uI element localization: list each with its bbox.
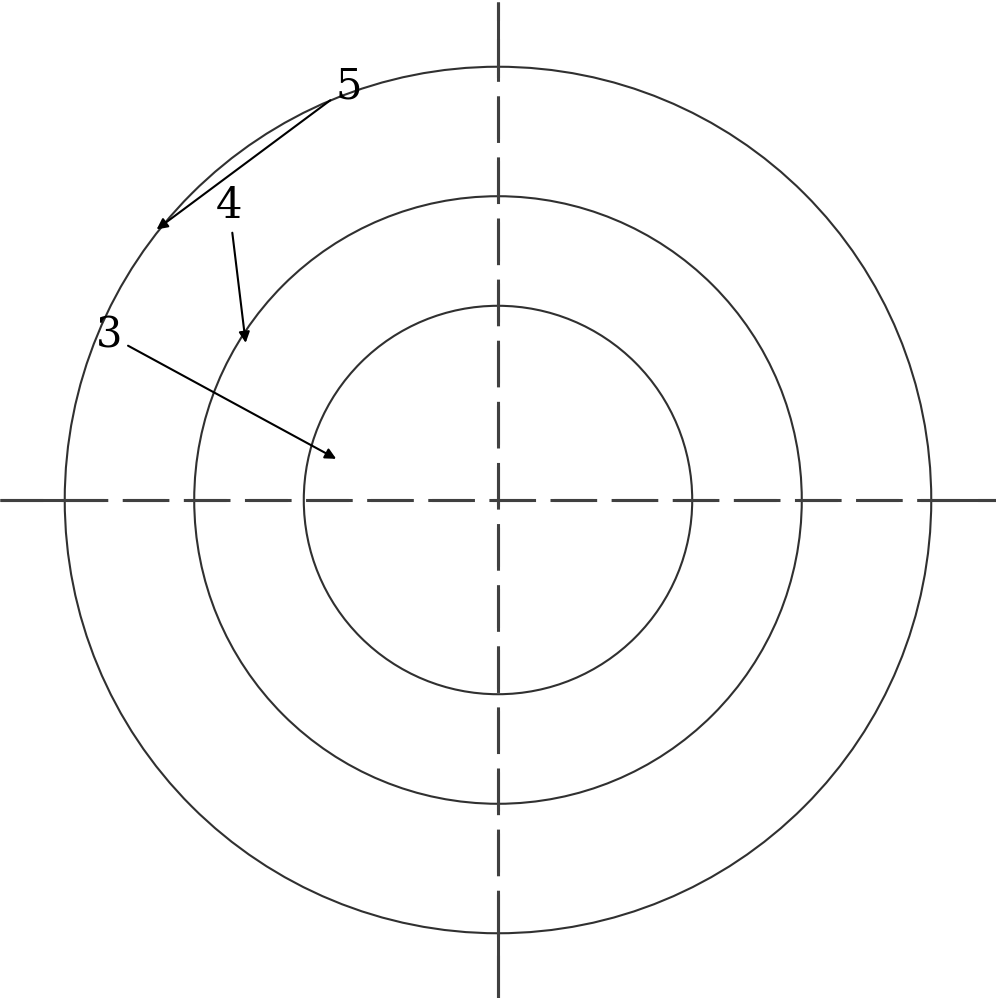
Text: 3: 3 bbox=[97, 315, 334, 458]
Text: 5: 5 bbox=[158, 66, 362, 228]
Text: 4: 4 bbox=[216, 185, 249, 341]
